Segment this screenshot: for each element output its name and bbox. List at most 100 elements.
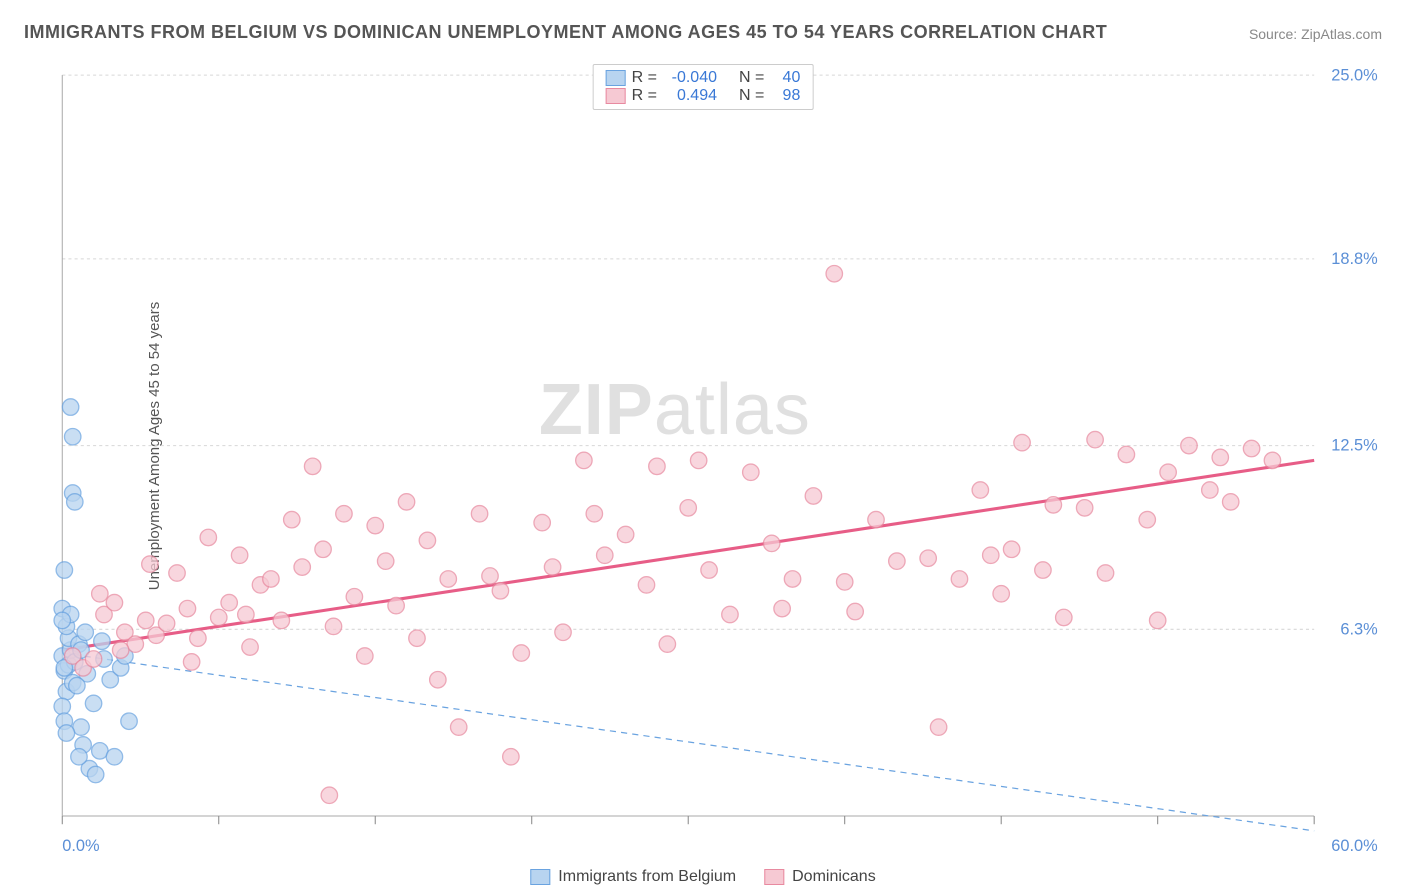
y-tick-label: 6.3% bbox=[1340, 620, 1377, 638]
y-tick-label: 12.5% bbox=[1331, 437, 1378, 455]
data-point bbox=[398, 494, 414, 510]
data-point bbox=[1264, 452, 1280, 468]
data-point bbox=[1139, 511, 1155, 527]
data-point bbox=[440, 571, 456, 587]
data-point bbox=[77, 624, 93, 640]
legend-swatch bbox=[606, 70, 626, 86]
data-point bbox=[1243, 440, 1259, 456]
data-point bbox=[263, 571, 279, 587]
data-point bbox=[513, 645, 529, 661]
data-point bbox=[179, 600, 195, 616]
data-point bbox=[868, 511, 884, 527]
data-point bbox=[92, 586, 108, 602]
data-point bbox=[221, 594, 237, 610]
data-point bbox=[649, 458, 665, 474]
scatter-plot: 6.3%12.5%18.8%25.0%0.0%60.0% bbox=[52, 62, 1386, 862]
data-point bbox=[321, 787, 337, 803]
source-link[interactable]: ZipAtlas.com bbox=[1301, 26, 1382, 42]
stats-legend-row: R = -0.040 N = 40 bbox=[606, 69, 801, 87]
data-point bbox=[889, 553, 905, 569]
data-point bbox=[1212, 449, 1228, 465]
n-label: N = bbox=[739, 69, 764, 87]
data-point bbox=[1076, 500, 1092, 516]
data-point bbox=[492, 583, 508, 599]
data-point bbox=[1202, 482, 1218, 498]
data-point bbox=[471, 506, 487, 522]
data-point bbox=[190, 630, 206, 646]
series-legend: Immigrants from Belgium Dominicans bbox=[530, 868, 875, 886]
y-tick-label: 18.8% bbox=[1331, 250, 1378, 268]
data-point bbox=[54, 612, 70, 628]
legend-label: Dominicans bbox=[792, 868, 876, 886]
data-point bbox=[690, 452, 706, 468]
r-value: 0.494 bbox=[663, 87, 717, 105]
data-point bbox=[62, 399, 78, 415]
data-point bbox=[169, 565, 185, 581]
legend-item: Immigrants from Belgium bbox=[530, 868, 736, 886]
y-tick-label: 25.0% bbox=[1331, 66, 1378, 84]
data-point bbox=[743, 464, 759, 480]
data-point bbox=[836, 574, 852, 590]
data-point bbox=[242, 639, 258, 655]
data-point bbox=[503, 749, 519, 765]
data-point bbox=[701, 562, 717, 578]
data-point bbox=[1181, 437, 1197, 453]
data-point bbox=[294, 559, 310, 575]
data-point bbox=[1160, 464, 1176, 480]
data-point bbox=[1118, 446, 1134, 462]
n-value: 98 bbox=[770, 87, 800, 105]
source-label: Source: bbox=[1249, 26, 1297, 42]
data-point bbox=[106, 749, 122, 765]
data-point bbox=[1056, 609, 1072, 625]
data-point bbox=[336, 506, 352, 522]
data-point bbox=[983, 547, 999, 563]
data-point bbox=[158, 615, 174, 631]
data-point bbox=[367, 517, 383, 533]
n-value: 40 bbox=[770, 69, 800, 87]
data-point bbox=[1003, 541, 1019, 557]
data-point bbox=[85, 695, 101, 711]
data-point bbox=[304, 458, 320, 474]
legend-label: Immigrants from Belgium bbox=[558, 868, 736, 886]
data-point bbox=[597, 547, 613, 563]
data-point bbox=[847, 603, 863, 619]
data-point bbox=[211, 609, 227, 625]
data-point bbox=[555, 624, 571, 640]
data-point bbox=[56, 562, 72, 578]
r-label: R = bbox=[632, 87, 657, 105]
data-point bbox=[388, 597, 404, 613]
data-point bbox=[200, 529, 216, 545]
data-point bbox=[138, 612, 154, 628]
data-point bbox=[1222, 494, 1238, 510]
data-point bbox=[1087, 431, 1103, 447]
data-point bbox=[1097, 565, 1113, 581]
data-point bbox=[231, 547, 247, 563]
data-point bbox=[64, 428, 80, 444]
data-point bbox=[784, 571, 800, 587]
data-point bbox=[482, 568, 498, 584]
data-point bbox=[357, 648, 373, 664]
data-point bbox=[544, 559, 560, 575]
legend-swatch bbox=[530, 869, 550, 885]
data-point bbox=[576, 452, 592, 468]
data-point bbox=[450, 719, 466, 735]
data-point bbox=[1014, 434, 1030, 450]
x-min-label: 0.0% bbox=[62, 837, 99, 855]
n-label: N = bbox=[739, 87, 764, 105]
data-point bbox=[106, 594, 122, 610]
data-point bbox=[315, 541, 331, 557]
data-point bbox=[680, 500, 696, 516]
data-point bbox=[1035, 562, 1051, 578]
data-point bbox=[183, 654, 199, 670]
data-point bbox=[58, 725, 74, 741]
data-point bbox=[238, 606, 254, 622]
data-point bbox=[87, 766, 103, 782]
data-point bbox=[67, 494, 83, 510]
data-point bbox=[722, 606, 738, 622]
source-attribution: Source: ZipAtlas.com bbox=[1249, 26, 1382, 42]
data-point bbox=[377, 553, 393, 569]
data-point bbox=[826, 265, 842, 281]
data-point bbox=[805, 488, 821, 504]
data-point bbox=[930, 719, 946, 735]
data-point bbox=[638, 577, 654, 593]
